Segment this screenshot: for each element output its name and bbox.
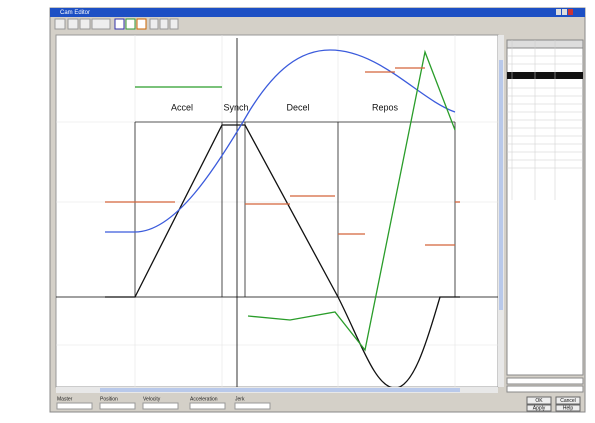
status-label: Acceleration (190, 396, 218, 402)
status-label: Jerk (235, 396, 245, 402)
button-label[interactable]: Cancel (560, 398, 576, 404)
button-label[interactable]: Help (563, 405, 574, 411)
acceleration-curve (135, 49, 456, 352)
phase-labels: Accel Synch Decel Repos (171, 102, 399, 112)
status-label: Master (57, 396, 73, 402)
tool[interactable] (125, 18, 136, 30)
status-field (189, 402, 226, 410)
min-button[interactable] (556, 9, 561, 15)
tool[interactable] (149, 18, 159, 30)
status-field (56, 402, 93, 410)
point-table (506, 39, 584, 376)
tool[interactable] (79, 18, 91, 30)
phase-label: Repos (372, 102, 399, 112)
toolbar (54, 18, 179, 30)
apply-button[interactable] (526, 404, 552, 412)
input-field[interactable] (506, 385, 584, 393)
button-label[interactable]: OK (535, 398, 543, 404)
h-scroll-thumb[interactable] (100, 388, 460, 392)
velocity-curve (105, 49, 456, 233)
tool[interactable] (91, 18, 111, 30)
status-field (234, 402, 271, 410)
status-label: Velocity (143, 396, 161, 402)
phase-lines (134, 121, 456, 297)
v-scroll-thumb[interactable] (499, 60, 503, 310)
tool[interactable] (136, 18, 147, 30)
phase-label: Accel (171, 102, 193, 112)
cancel-button[interactable] (555, 396, 581, 405)
status-field (99, 402, 136, 410)
status-label: Position (100, 396, 118, 402)
status-bar: Master Position Velocity Acceleration Je… (56, 396, 271, 410)
title-bar (50, 8, 585, 17)
buttons: OK Cancel Apply Help (526, 396, 581, 412)
close-button[interactable] (568, 9, 573, 15)
phase-label: Synch (223, 102, 248, 112)
ok-button[interactable] (526, 396, 552, 405)
tool[interactable] (114, 18, 125, 30)
tool[interactable] (54, 18, 66, 30)
phase-label: Decel (286, 102, 309, 112)
help-button[interactable] (555, 404, 581, 412)
plot-area (55, 34, 499, 388)
button-label[interactable]: Apply (533, 405, 546, 411)
tool[interactable] (159, 18, 169, 30)
input-field[interactable] (506, 377, 584, 385)
max-button[interactable] (562, 9, 567, 15)
window-title: Cam Editor (60, 10, 90, 16)
status-field (142, 402, 179, 410)
jerk-curve (105, 67, 460, 246)
tool[interactable] (67, 18, 79, 30)
tool[interactable] (169, 18, 179, 30)
